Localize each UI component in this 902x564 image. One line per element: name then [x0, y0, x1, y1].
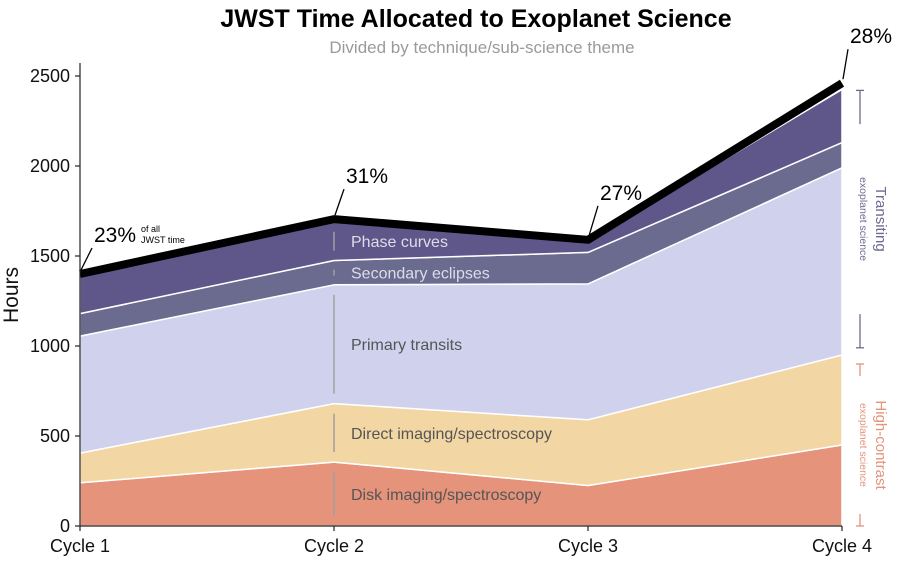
- bracket-subtitle: exoplanet science: [857, 403, 869, 487]
- bracket-title: High-contrast: [872, 400, 889, 490]
- label-disk-imaging-spectroscopy: Disk imaging/spectroscopy: [351, 487, 541, 504]
- y-tick-label: 2500: [30, 66, 70, 86]
- y-tick-label: 1000: [30, 336, 70, 356]
- label-direct-imaging-spectroscopy: Direct imaging/spectroscopy: [351, 426, 552, 443]
- x-tick-label: Cycle 3: [558, 536, 618, 556]
- layer-labels: Disk imaging/spectroscopy Direct imaging/…: [333, 231, 552, 516]
- percent-label: 28%: [850, 25, 892, 48]
- y-tick-label: 0: [60, 516, 70, 536]
- x-tick-label: Cycle 1: [50, 536, 110, 556]
- annotation-pointer: [842, 49, 849, 80]
- percent-label: 31%: [346, 165, 388, 188]
- label-secondary-eclipses: Secondary eclipses: [351, 266, 490, 283]
- label-phase-curves: Phase curves: [351, 234, 448, 251]
- y-tick-label: 500: [40, 426, 70, 446]
- annotation-note-line: JWST time: [141, 235, 185, 245]
- percent-label: 27%: [600, 182, 642, 205]
- x-tick-label: Cycle 2: [304, 536, 364, 556]
- axes: 0 500 1000 1500 2000 2500 Cycle 1 Cycle 2 Cycle …: [30, 63, 872, 556]
- bracket-subtitle: exoplanet science: [857, 177, 869, 261]
- total-line: [79, 79, 845, 278]
- y-tick-label: 2000: [30, 156, 70, 176]
- percent-label: 23%: [94, 224, 136, 247]
- chart-subtitle: Divided by technique/sub-science theme: [329, 38, 634, 57]
- total-hours-line: [79, 79, 845, 278]
- label-primary-transits: Primary transits: [351, 337, 462, 354]
- chart-title: JWST Time Allocated to Exoplanet Science: [220, 5, 731, 33]
- annotation-pointer: [80, 247, 93, 271]
- y-tick-label: 1500: [30, 246, 70, 266]
- annotation-note-line: of all: [141, 224, 160, 234]
- x-tick-label: Cycle 4: [812, 536, 872, 556]
- area-layers: [79, 88, 843, 527]
- annotation-pointer: [334, 188, 345, 216]
- bracket-title: Transiting: [872, 186, 889, 251]
- y-axis-label: Hours: [0, 267, 23, 323]
- annotation-pointer: [588, 205, 599, 236]
